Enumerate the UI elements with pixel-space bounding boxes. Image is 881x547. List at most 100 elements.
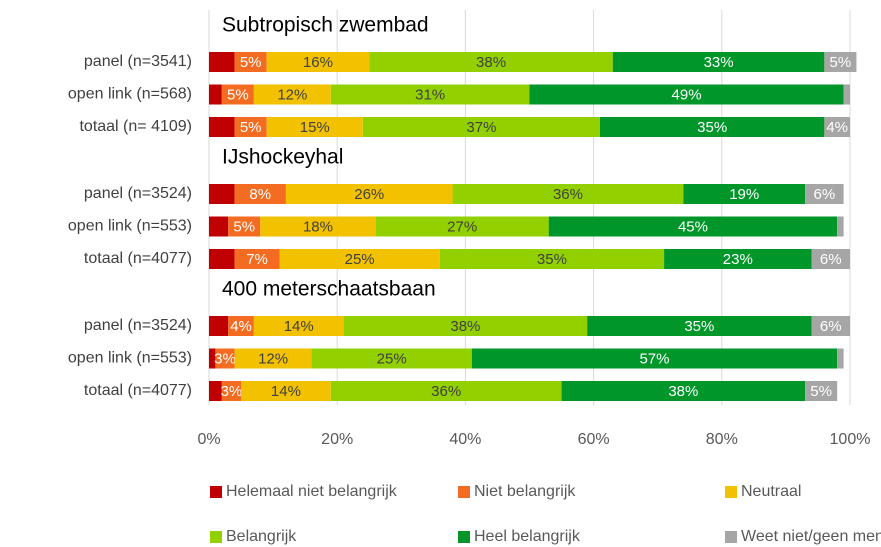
bar-segment [612,52,825,72]
bar-segment [266,52,370,72]
bar-segment [234,52,267,72]
bar-segment [228,316,254,336]
legend-label: Neutraal [741,483,801,500]
bar-segment [234,117,267,137]
data-label: 25% [377,350,407,367]
bar-segment [529,84,844,105]
legend-swatch [725,486,737,498]
data-label: 5% [227,86,249,103]
data-label: 23% [723,251,753,268]
bar-segment [209,348,216,369]
bar-segment [330,84,530,105]
data-label: 8% [249,186,271,203]
bar-segment [253,316,344,336]
bar-segment [600,117,825,137]
data-label: 5% [233,218,255,235]
bar-segment [548,216,838,237]
bar-segment [561,381,806,401]
legend-swatch [458,531,470,543]
x-tick-label: 20% [321,431,353,448]
bar-segment [241,381,331,401]
data-label: 12% [258,350,288,367]
data-label: 31% [415,86,445,103]
bar-segment [811,249,850,269]
data-label: 35% [537,251,567,268]
data-label: 5% [240,119,262,136]
legend-swatch [210,486,222,498]
data-label: 33% [704,54,734,71]
x-tick-label: 40% [449,431,481,448]
bar-segment [811,316,850,336]
x-tick-label: 60% [578,431,610,448]
category-label: totaal (n= 4109) [79,118,192,135]
data-label: 5% [240,54,262,71]
bar-segment [452,184,684,204]
bar-segment [234,249,280,269]
data-label: 57% [639,350,669,367]
x-tick-label: 80% [706,431,738,448]
data-label: 49% [672,86,702,103]
data-label: 6% [820,251,842,268]
category-label: open link (n=568) [68,86,192,103]
bar-segment [209,249,235,269]
bar-segment [228,216,261,237]
bar-segment [285,184,453,204]
category-label: open link (n=553) [68,218,192,235]
data-label: 36% [431,383,461,400]
bar-segment [209,216,229,237]
bar-segment [471,348,838,369]
bar-segment [209,52,235,72]
data-label: 12% [277,86,307,103]
data-label: 3% [214,350,236,367]
bar-segment [266,117,363,137]
category-label: open link (n=553) [68,350,192,367]
bar-segment [439,249,665,269]
bar-segment [311,348,472,369]
bar-segment [253,84,331,105]
bar-segment [837,216,844,237]
bar-segment [375,216,549,237]
data-label: 38% [668,383,698,400]
bar-segment [234,348,312,369]
data-label: 7% [246,251,268,268]
x-tick-label: 0% [197,431,220,448]
legend-label: Helemaal niet belangrijk [226,483,398,500]
data-label: 38% [450,318,480,335]
bar-segment [683,184,806,204]
data-label: 45% [678,218,708,235]
legend-label: Belangrijk [226,528,297,545]
bar-segment [805,381,838,401]
bar-segment [209,117,235,137]
data-label: 35% [684,318,714,335]
group-title: 400 meterschaatsbaan [222,278,436,301]
legend-swatch [210,531,222,543]
bar-segment [221,84,254,105]
category-label: totaal (n=4077) [84,250,192,267]
data-label: 37% [466,119,496,136]
data-label: 6% [814,186,836,203]
bar-segment [362,117,601,137]
bar-segment [587,316,812,336]
bar-segment [209,316,229,336]
data-label: 4% [230,318,252,335]
legend-swatch [725,531,737,543]
legend-label: Heel belangrijk [474,528,581,545]
bar-segment [824,52,857,72]
data-label: 25% [345,251,375,268]
bar-segment [805,184,844,204]
data-label: 27% [447,218,477,235]
bar-segment [260,216,376,237]
data-label: 4% [826,119,848,136]
data-label: 35% [697,119,727,136]
data-label: 38% [476,54,506,71]
bar-segment [664,249,812,269]
group-title: Subtropisch zwembad [222,14,429,37]
bar-segment [215,348,235,369]
data-label: 3% [221,383,243,400]
data-label: 5% [810,383,832,400]
x-tick-label: 100% [830,431,871,448]
category-label: panel (n=3541) [84,53,192,70]
bar-segment [209,184,235,204]
bar-segment [209,381,222,401]
